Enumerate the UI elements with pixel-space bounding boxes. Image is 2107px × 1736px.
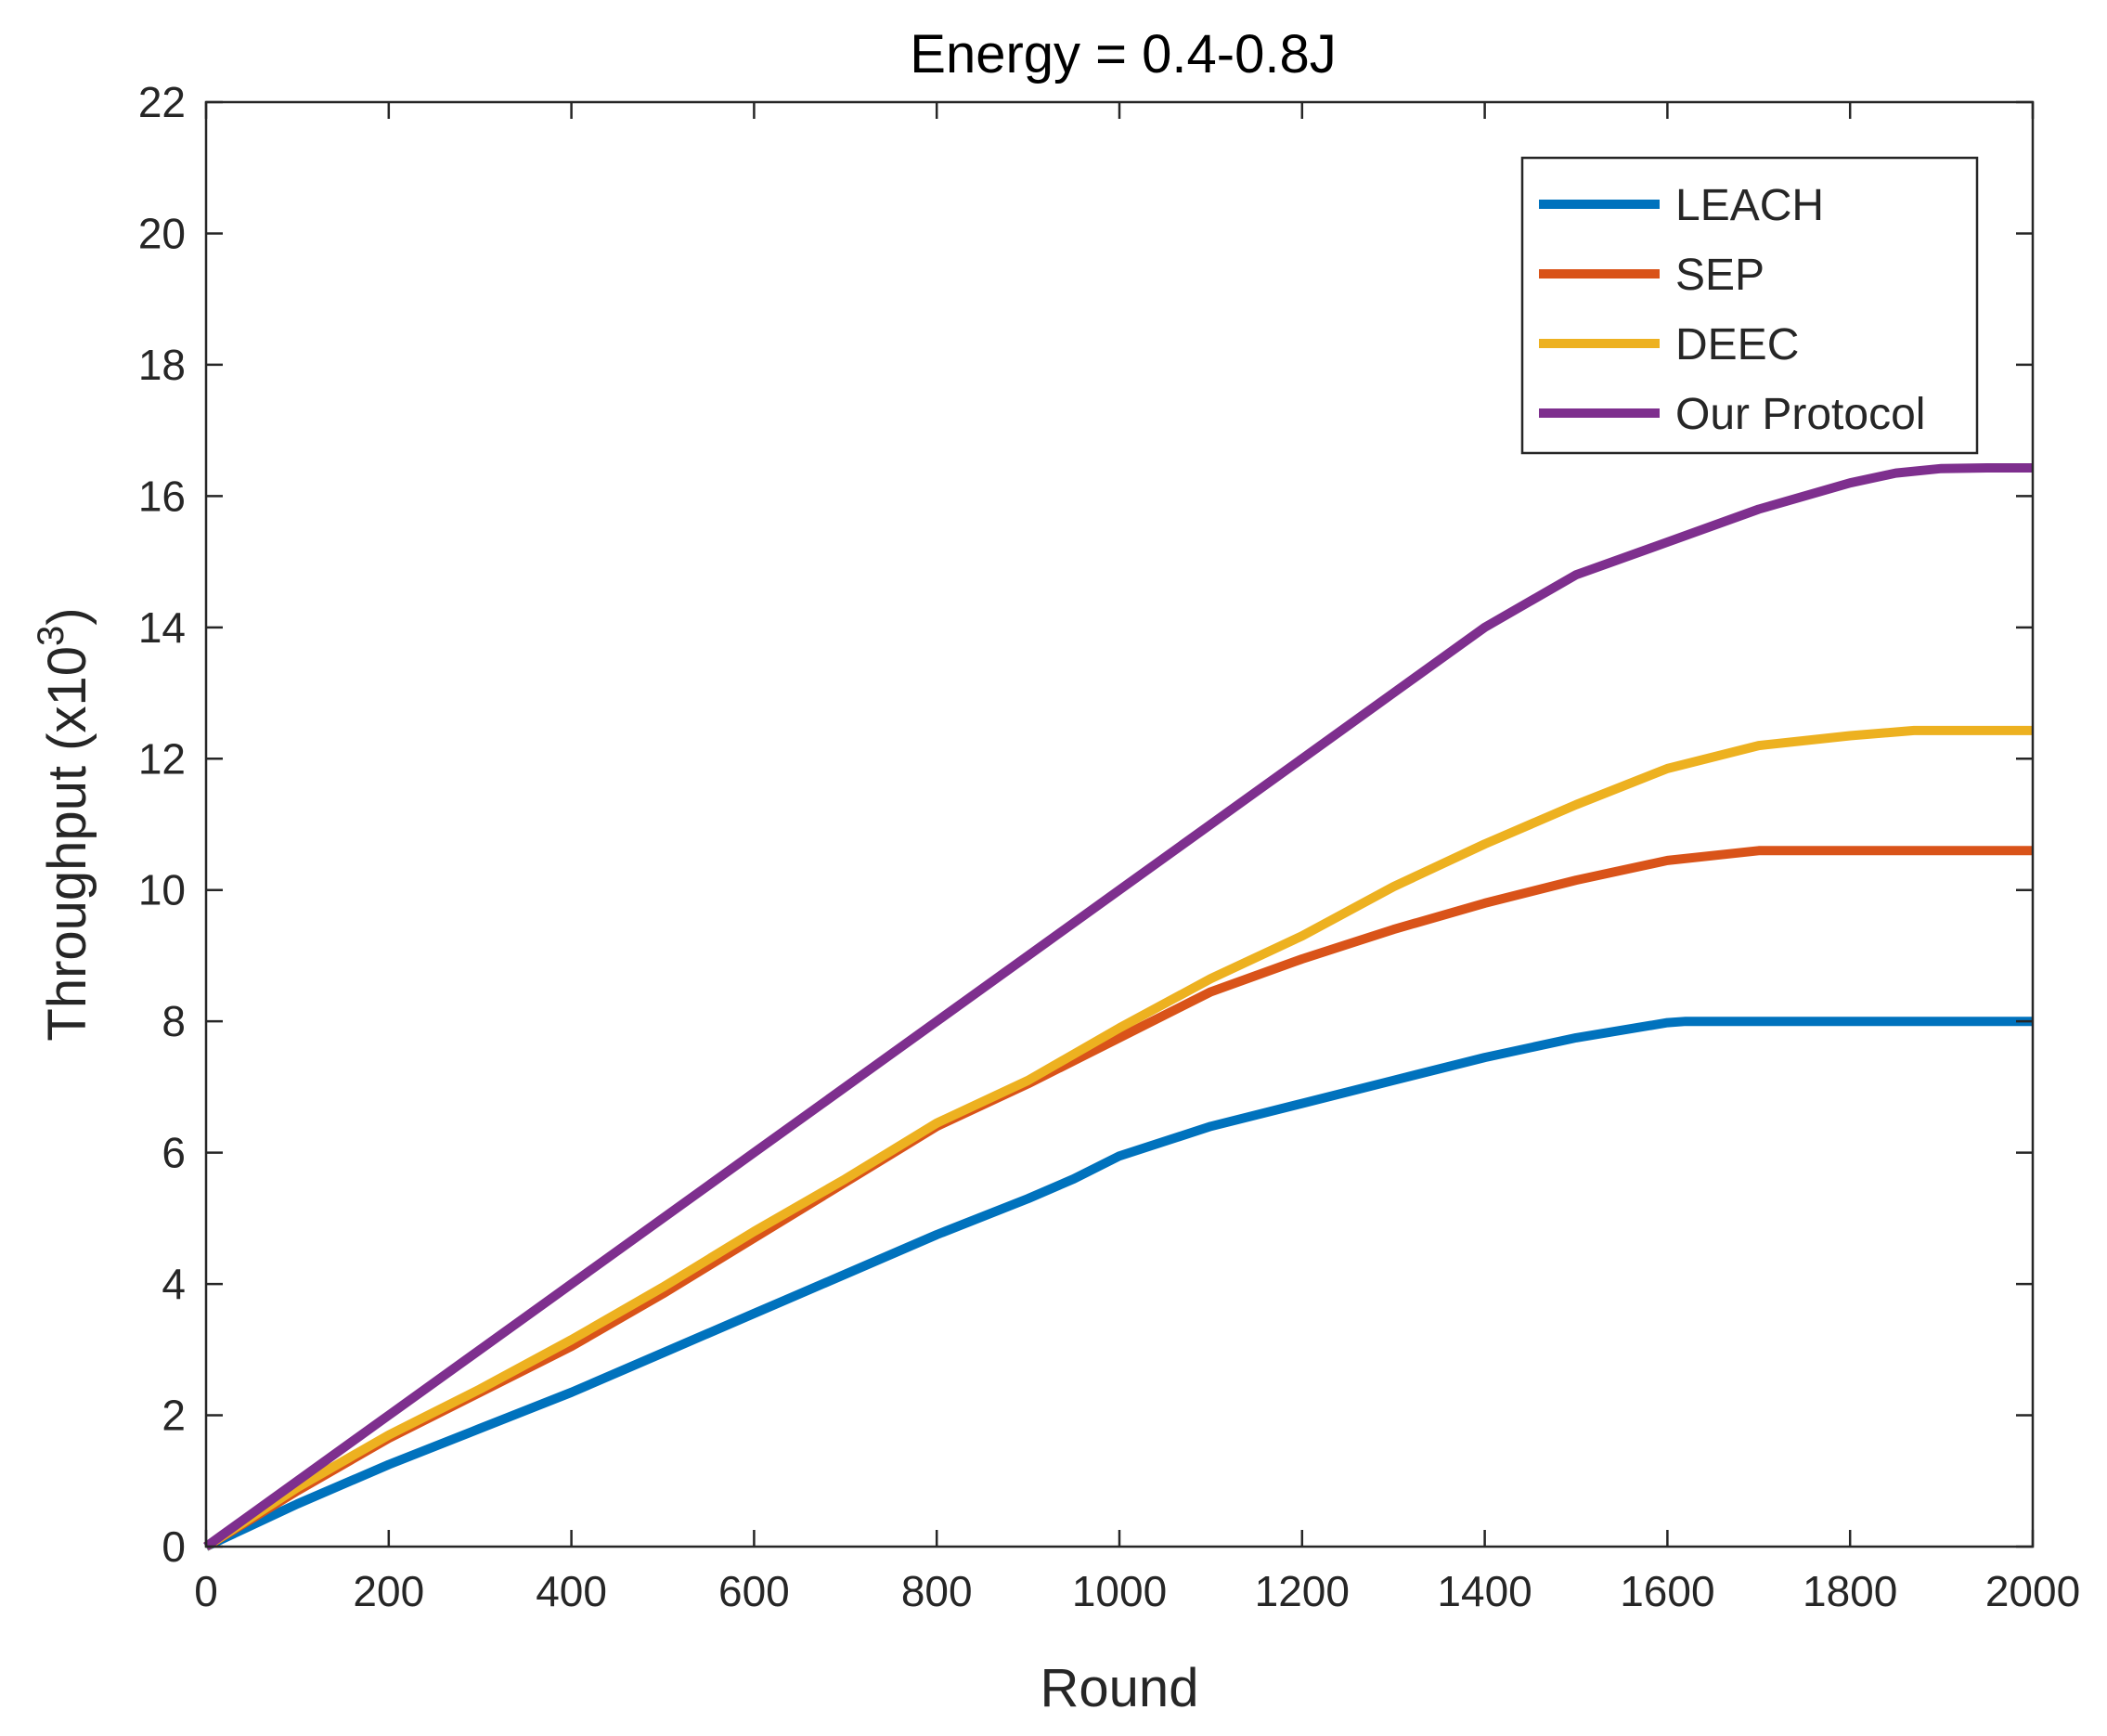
y-tick-label: 16 — [138, 472, 186, 520]
y-tick-label: 20 — [138, 209, 186, 257]
y-tick-label: 22 — [138, 78, 186, 126]
x-tick-label: 2000 — [1985, 1567, 2080, 1615]
y-tick-label: 12 — [138, 734, 186, 783]
y-axis-title-exponent: 3 — [31, 626, 71, 646]
y-axis-title-close: ) — [37, 607, 97, 625]
x-tick-label: 1200 — [1255, 1567, 1350, 1615]
x-tick-label: 1000 — [1072, 1567, 1167, 1615]
svg-text:Throughput (x103): Throughput (x103) — [31, 607, 97, 1041]
x-tick-label: 200 — [353, 1567, 424, 1615]
y-tick-label: 14 — [138, 603, 186, 652]
legend-label-leach: LEACH — [1675, 181, 1824, 230]
x-axis-title: Round — [1041, 1658, 1199, 1718]
x-tick-label: 400 — [536, 1567, 607, 1615]
x-tick-label: 1600 — [1620, 1567, 1714, 1615]
legend-label-sep: SEP — [1675, 251, 1764, 300]
x-tick-label: 1400 — [1437, 1567, 1532, 1615]
x-tick-label: 600 — [718, 1567, 790, 1615]
plot-area — [203, 463, 2033, 1551]
legend-label-our-protocol: Our Protocol — [1675, 390, 1925, 439]
legend: LEACH SEP DEEC Our Protocol — [1520, 156, 1979, 455]
y-tick-label: 0 — [162, 1522, 186, 1571]
y-tick-label: 4 — [162, 1260, 186, 1308]
y-tick-label: 18 — [138, 341, 186, 389]
x-axis: 0 200 400 600 800 1000 1200 1400 1600 1800 2000 — [194, 102, 2080, 1615]
x-tick-label: 1800 — [1803, 1567, 1897, 1615]
legend-label-deec: DEEC — [1675, 320, 1799, 369]
y-axis-title: Throughput (x103) — [31, 607, 97, 1041]
series-line-leach — [203, 1017, 2033, 1551]
series-line-deec — [203, 725, 2033, 1551]
y-axis-title-main: Throughput (x10 — [37, 646, 97, 1042]
series-line-our-protocol — [203, 463, 2033, 1551]
y-tick-label: 2 — [162, 1392, 186, 1440]
y-tick-label: 6 — [162, 1129, 186, 1177]
y-tick-label: 10 — [138, 866, 186, 914]
x-tick-label: 800 — [901, 1567, 973, 1615]
y-axis: 0 2 4 6 8 10 12 14 16 18 20 22 — [138, 78, 2033, 1571]
x-tick-label: 0 — [194, 1567, 218, 1615]
y-tick-label: 8 — [162, 997, 186, 1045]
chart-title: Energy = 0.4-0.8J — [910, 24, 1336, 84]
